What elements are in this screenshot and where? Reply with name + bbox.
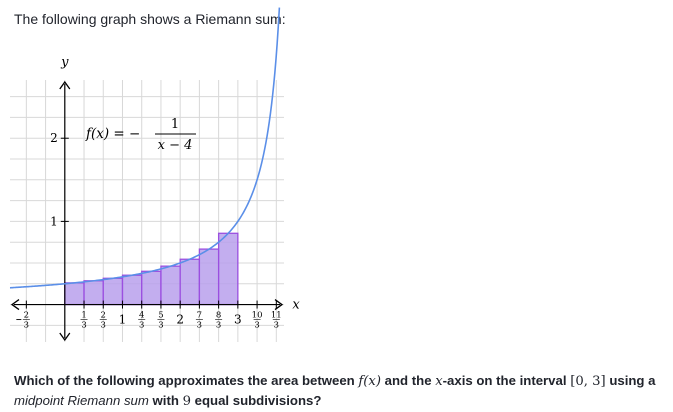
x-axis-arrow-right (274, 299, 284, 311)
question-nine: 9 (182, 394, 191, 409)
y-axis-arrow-up (59, 80, 71, 90)
x-tick-denominator: 3 (24, 321, 29, 331)
x-tick-numerator: 11 (271, 311, 282, 321)
x-tick-numerator: 1 (81, 311, 86, 321)
riemann-bar (179, 258, 201, 306)
x-tick-denominator: 3 (101, 321, 106, 331)
riemann-bar (121, 274, 143, 306)
riemann-bar (83, 280, 104, 306)
y-axis-arrow-down (59, 332, 71, 342)
x-tick-denominator: 3 (216, 321, 221, 331)
y-tick-label: 1 (50, 214, 58, 228)
chart-labels: y x f(x) = − 1 x − 4 (60, 55, 300, 313)
question-midpoint-phrase: midpoint Riemann sum (14, 393, 149, 408)
question-part3: -axis on the interval (442, 373, 571, 388)
question-text: Which of the following approximates the … (14, 371, 664, 411)
riemann-bar (217, 232, 239, 306)
x-tick-numerator: 2 (101, 311, 106, 321)
riemann-bar (141, 270, 162, 306)
x-tick-label: 1 (119, 313, 127, 327)
y-tick-label: 2 (50, 131, 58, 145)
x-axis-arrow-left (10, 299, 20, 311)
x-tick-numerator: 8 (216, 311, 221, 321)
question-function: f(x) (358, 374, 381, 389)
function-label-denominator: x − 4 (158, 138, 193, 153)
riemann-bars (64, 232, 239, 306)
x-tick-denominator: 3 (139, 321, 144, 331)
riemann-bar (160, 265, 181, 306)
question-x-var: x (435, 374, 443, 389)
question-part1: Which of the following approximates the … (14, 373, 359, 388)
question-part5: with (148, 393, 183, 408)
x-tick-numerator: 4 (139, 311, 144, 321)
riemann-bar (64, 282, 85, 306)
function-label-numerator: 1 (171, 117, 179, 132)
x-axis-label: x (292, 298, 300, 313)
x-tick-label: 3 (234, 313, 242, 327)
riemann-bar (198, 248, 220, 306)
x-tick-denominator: 3 (254, 321, 259, 331)
x-tick-denominator: 3 (81, 321, 86, 331)
x-tick-numerator: 2 (24, 311, 29, 321)
question-part2: and the (381, 373, 436, 388)
x-tick-denominator: 3 (197, 321, 202, 331)
x-tick-label: 2 (176, 313, 184, 327)
function-label-lhs: f(x) = − (85, 126, 140, 142)
x-tick-denominator: 3 (274, 321, 279, 331)
x-tick-numerator: 5 (158, 311, 163, 321)
intro-text: The following graph shows a Riemann sum: (14, 11, 286, 27)
function-curve (9, 7, 281, 289)
x-tick-numerator: 10 (252, 311, 263, 321)
question-part4: using a (605, 373, 656, 388)
axes (10, 80, 284, 342)
x-tick-denominator: 3 (158, 321, 163, 331)
question-interval: [0, 3] (570, 374, 606, 389)
y-axis-label: y (60, 55, 69, 70)
riemann-bar (102, 277, 124, 306)
x-tick-numerator: 7 (197, 311, 202, 321)
question-part6: equal subdivisions? (190, 393, 322, 408)
